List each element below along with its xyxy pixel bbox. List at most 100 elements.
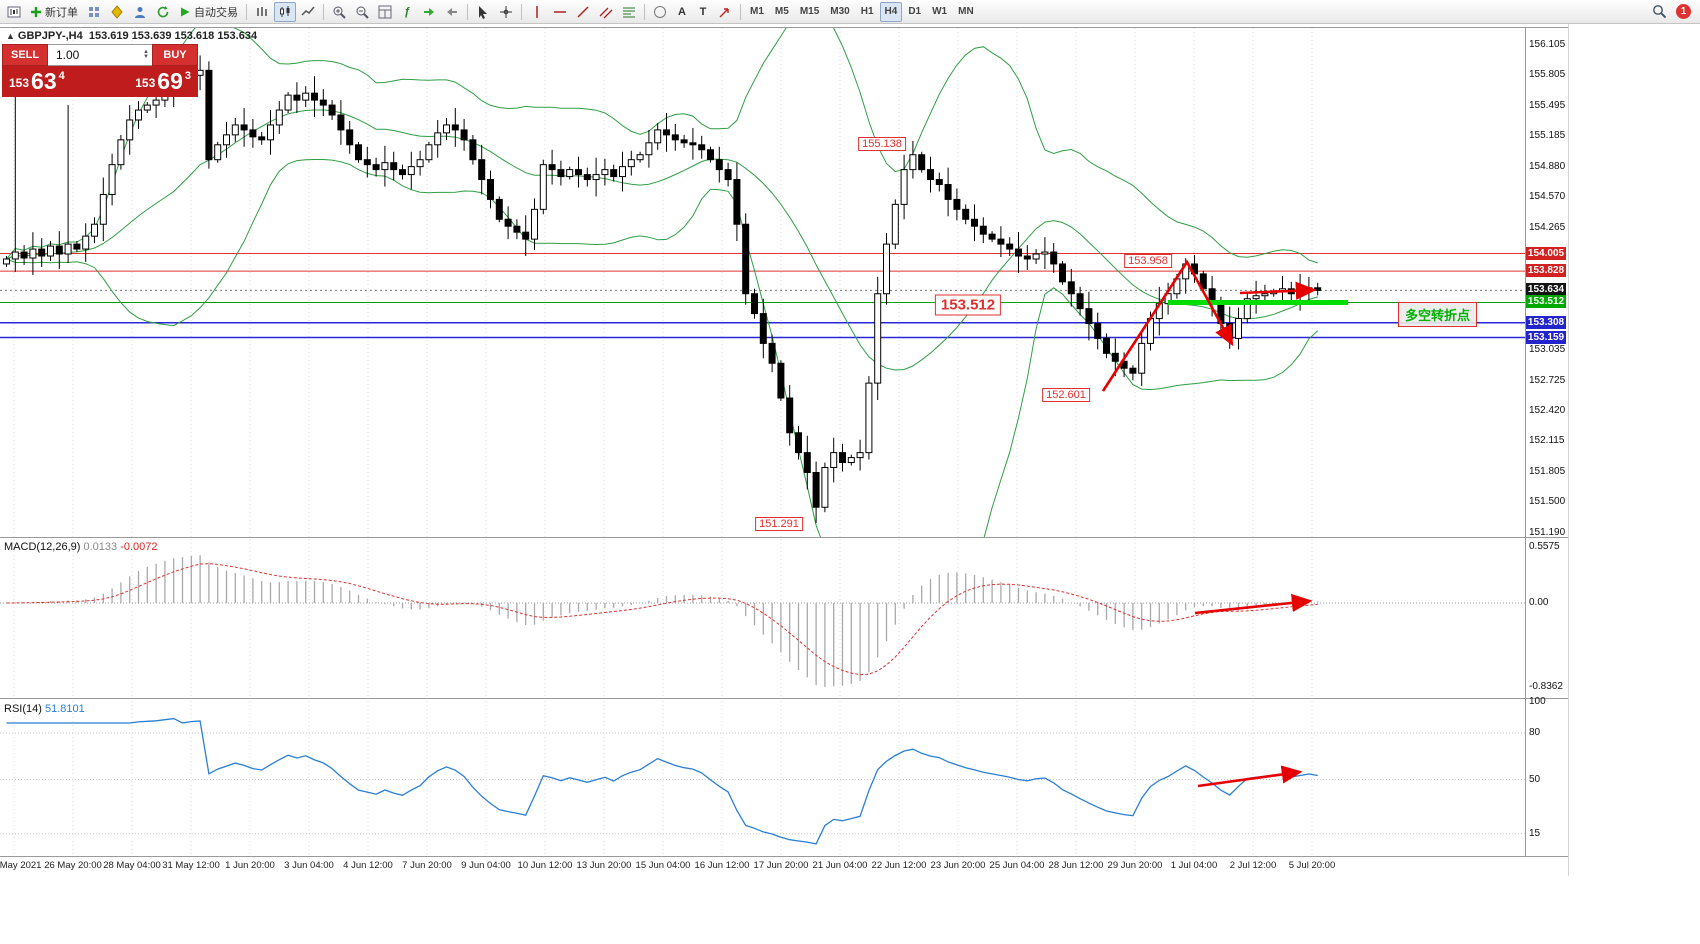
profiles-icon[interactable] [129, 2, 151, 22]
price-axis-label: 154.265 [1529, 221, 1566, 233]
search-icon[interactable] [1648, 2, 1671, 22]
timeframe-MN[interactable]: MN [958, 6, 974, 17]
zoom-out-icon[interactable] [351, 2, 373, 22]
timeframe-M1[interactable]: M1 [750, 6, 764, 17]
zoom-in-icon[interactable] [328, 2, 350, 22]
time-axis-label: 25 Jun 04:00 [989, 860, 1045, 871]
text-tool-a-icon[interactable]: A [678, 5, 686, 18]
time-axis-label: 1 Jul 04:00 [1170, 860, 1218, 871]
toolbar-separator [323, 3, 324, 20]
time-axis-label: 7 Jun 20:00 [402, 860, 452, 871]
horizontal-line-icon[interactable] [549, 2, 571, 22]
price-badge-153.634: 153.634 [1526, 283, 1566, 297]
price-axis-label: 151.190 [1529, 527, 1566, 539]
time-axis-label: 26 May 20:00 [44, 860, 102, 871]
crosshair-icon[interactable] [495, 2, 517, 22]
plus-icon [31, 6, 41, 17]
templates-icon[interactable] [106, 2, 128, 22]
timeframe-D1[interactable]: D1 [908, 6, 922, 17]
vertical-line-icon[interactable] [526, 2, 548, 22]
volume-input[interactable]: 1.00 ▲ ▼ [48, 44, 152, 66]
sell-button[interactable]: SELL [2, 44, 48, 66]
notification-badge[interactable]: 1 [1676, 4, 1691, 19]
tile-windows-icon[interactable] [374, 2, 396, 22]
toolbar-separator [740, 3, 741, 20]
timeframe-H4[interactable]: H4 [879, 1, 903, 22]
candlestick-chart-icon[interactable] [274, 1, 296, 22]
time-axis-label: 25 May 2021 [0, 860, 42, 871]
text-tool-t-icon[interactable]: T [699, 5, 707, 18]
macd-axis-label: 0.5575 [1529, 540, 1560, 552]
line-chart-icon[interactable] [297, 2, 319, 22]
trendline-icon[interactable] [572, 2, 594, 22]
price-callout-153.958: 153.958 [1124, 254, 1172, 268]
price-axis-label: 154.880 [1529, 160, 1566, 172]
autoscroll-icon[interactable] [418, 2, 440, 22]
toolbar-separator [521, 3, 522, 20]
toolbar-separator [644, 3, 645, 20]
macd-indicator-label: MACD(12,26,9) 0.0133 -0.0072 [4, 541, 158, 553]
fibonacci-icon[interactable] [618, 2, 640, 22]
volume-spinner[interactable]: ▲ ▼ [143, 49, 149, 60]
time-axis-label: 16 Jun 12:00 [694, 860, 750, 871]
time-axis-label: 1 Jun 20:00 [225, 860, 275, 871]
charts-grid-icon[interactable] [83, 2, 105, 22]
price-axis-label: 155.495 [1529, 99, 1566, 111]
new-order-button[interactable]: 新订单 [26, 2, 82, 22]
timeframe-H1[interactable]: H1 [860, 6, 874, 17]
time-axis-label: 21 Jun 04:00 [812, 860, 868, 871]
rsi-axis-label: 15 [1529, 827, 1541, 839]
price-axis-label: 152.420 [1529, 404, 1566, 416]
price-axis-label: 151.805 [1529, 465, 1566, 477]
shapes-icon[interactable] [649, 2, 671, 22]
timeframe-M30[interactable]: M30 [830, 6, 850, 17]
arrows-tool-icon[interactable] [714, 2, 736, 22]
cursor-icon[interactable] [472, 2, 494, 22]
timeframe-switcher: M1 M5 M15 M30 H1 H4 D1 W1 MN [745, 1, 979, 22]
timeframe-M5[interactable]: M5 [774, 6, 789, 17]
macd-axis-label: 0.00 [1529, 597, 1549, 608]
time-axis-label: 13 Jun 20:00 [576, 860, 632, 871]
time-axis-label: 15 Jun 04:00 [635, 860, 691, 871]
indicators-icon[interactable]: ƒ [403, 5, 411, 18]
price-axis-label: 152.115 [1529, 435, 1565, 447]
price-callout-153.512: 153.512 [934, 294, 1002, 316]
price-axis-label: 155.805 [1529, 68, 1566, 80]
bar-chart-icon[interactable] [251, 2, 273, 22]
price-axis-label: 155.185 [1529, 130, 1566, 142]
timeframe-W1[interactable]: W1 [932, 6, 948, 17]
rsi-indicator-label: RSI(14) 51.8101 [4, 703, 85, 715]
macd-axis-label: -0.8362 [1529, 681, 1563, 693]
symbol-info: ▲ GBPJPY-,H4 153.619 153.639 153.618 153.… [6, 30, 257, 42]
time-axis-label: 17 Jun 20:00 [753, 860, 809, 871]
refresh-icon[interactable] [152, 2, 174, 22]
buy-button[interactable]: BUY [152, 44, 198, 66]
time-axis-label: 31 May 12:00 [162, 860, 220, 871]
price-badge-153.828: 153.828 [1526, 264, 1566, 278]
price-badge-154.005: 154.005 [1526, 246, 1566, 260]
price-axis-label: 156.105 [1529, 39, 1566, 50]
symbol-ohlc: 153.619 153.639 153.618 153.634 [88, 30, 258, 42]
price-axis-label: 154.570 [1529, 191, 1566, 203]
play-icon [181, 7, 190, 16]
one-click-trading-widget: SELL 1.00 ▲ ▼ BUY 153 63 4 153 69 3 [2, 44, 198, 97]
chart-shift-icon[interactable] [441, 2, 463, 22]
chart-window-icon[interactable] [3, 2, 25, 22]
timeframe-M15[interactable]: M15 [799, 6, 820, 17]
toolbar-separator [467, 3, 468, 20]
time-axis-label: 4 Jun 12:00 [343, 860, 393, 871]
time-axis-label: 29 Jun 20:00 [1107, 860, 1163, 871]
rsi-axis-label: 50 [1529, 773, 1541, 785]
autotrade-label: 自动交易 [194, 6, 238, 19]
quote-prices: 153 63 4 153 69 3 [2, 66, 198, 97]
price-callout-152.601: 152.601 [1042, 388, 1090, 402]
rsi-axis-label: 80 [1529, 727, 1541, 738]
time-axis-label: 5 Jul 20:00 [1288, 860, 1336, 871]
buy-price: 153 69 3 [135, 68, 191, 94]
sell-price: 153 63 4 [9, 68, 65, 94]
autotrade-button[interactable]: 自动交易 [175, 2, 242, 22]
channel-icon[interactable] [595, 2, 617, 22]
symbol-marker-icon: ▲ [6, 31, 15, 41]
time-axis-label: 10 Jun 12:00 [517, 860, 573, 871]
